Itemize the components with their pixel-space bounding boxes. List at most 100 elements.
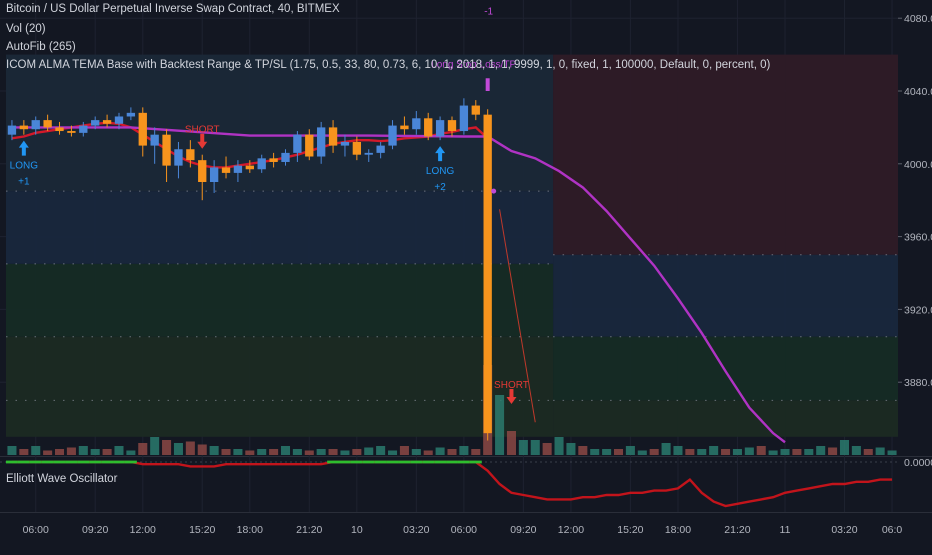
- volume-bar: [304, 450, 314, 455]
- candle-body: [412, 118, 421, 130]
- symbol-title[interactable]: Bitcoin / US Dollar Perpetual Inverse Sw…: [6, 3, 340, 15]
- volume-bar: [792, 449, 802, 455]
- candle-body: [245, 165, 254, 170]
- volume-bar: [102, 449, 112, 455]
- x-tick-label: 11: [780, 524, 791, 536]
- candle-body: [174, 149, 183, 166]
- volume-bar: [637, 450, 647, 455]
- volume-bar: [55, 449, 65, 455]
- candle-body: [447, 120, 457, 132]
- candle-body: [317, 127, 326, 157]
- candle-body: [126, 112, 136, 117]
- candle-body: [281, 152, 290, 162]
- fib-zone-0: [6, 54, 554, 192]
- volume-bar: [744, 447, 754, 455]
- candle-body: [7, 125, 17, 135]
- volume-bar: [78, 446, 88, 455]
- candle-body: [435, 120, 445, 137]
- volume-bar: [340, 450, 350, 455]
- fib-zone-1: [553, 54, 898, 255]
- price-axis-panel: [898, 0, 932, 550]
- y-tick-label: 4040.0: [904, 86, 932, 98]
- x-tick-label: 06:0: [882, 524, 903, 536]
- volume-bar: [352, 449, 362, 455]
- volume-bar: [185, 441, 195, 455]
- volume-bar: [673, 446, 683, 455]
- volume-bar: [292, 449, 302, 455]
- candle-body: [364, 152, 373, 155]
- candle-body: [257, 158, 266, 170]
- x-tick-label: 21:20: [724, 524, 750, 536]
- y-tick-label: 4000.0: [904, 159, 932, 171]
- candle-body: [209, 167, 219, 182]
- candle-body: [305, 134, 314, 157]
- candle-body: [43, 120, 52, 128]
- candle-body: [19, 125, 29, 130]
- candle-body: [328, 127, 338, 146]
- candle-body: [459, 105, 469, 132]
- volume-bar: [780, 449, 790, 455]
- volume-bar: [530, 440, 540, 455]
- volume-bar: [863, 449, 873, 455]
- ma-magenta-line: [11, 126, 786, 444]
- volume-bar: [138, 443, 148, 455]
- long-count: +2: [434, 182, 446, 193]
- volume-bar: [269, 449, 279, 455]
- volume-bar: [756, 446, 766, 455]
- osc-zero-label: 0.0000: [904, 457, 932, 469]
- x-tick-label: 03:20: [403, 524, 429, 536]
- volume-bar: [364, 447, 374, 455]
- long-count: +1: [18, 177, 30, 188]
- strategy-legend[interactable]: ICOM ALMA TEMA Base with Backtest Range …: [6, 59, 771, 71]
- candle-body: [471, 105, 480, 115]
- volume-bar: [66, 447, 76, 455]
- volume-bar: [376, 446, 386, 455]
- x-tick-label: 21:20: [296, 524, 322, 536]
- volume-bar: [150, 437, 160, 455]
- candle-body: [162, 134, 171, 166]
- volume-bar: [459, 446, 469, 455]
- y-tick-label: 3880.0: [904, 377, 932, 389]
- volume-bar: [90, 449, 100, 455]
- candle-body: [67, 131, 76, 133]
- candle-body: [198, 160, 207, 182]
- volume-bar: [435, 447, 445, 455]
- candle-body: [400, 125, 409, 130]
- long-label: LONG: [426, 166, 455, 177]
- volume-bar: [839, 440, 849, 455]
- y-tick-label: 3960.0: [904, 232, 932, 244]
- volume-bar: [162, 440, 172, 455]
- volume-bar: [388, 450, 398, 455]
- oscillator-title[interactable]: Elliott Wave Oscillator: [6, 473, 118, 485]
- volume-bar: [732, 449, 742, 455]
- volume-bar: [411, 449, 421, 455]
- volume-bar: [209, 446, 219, 455]
- volume-bar: [495, 395, 505, 455]
- volume-bar: [685, 449, 695, 455]
- candle-body: [269, 158, 278, 162]
- volume-bar: [709, 446, 719, 455]
- volume-bar: [471, 449, 481, 455]
- x-tick-label: 15:20: [617, 524, 643, 536]
- autofib-legend[interactable]: AutoFib (265): [6, 41, 76, 53]
- volume-bar: [613, 449, 624, 455]
- volume-bar: [19, 449, 29, 455]
- short-arrow-icon: [197, 133, 208, 149]
- y-tick-label: 4080.0: [904, 13, 932, 25]
- candle-body: [221, 167, 231, 173]
- x-tick-label: 12:00: [558, 524, 584, 536]
- volume-bar: [316, 449, 326, 455]
- vol-legend[interactable]: Vol (20): [6, 23, 46, 35]
- volume-bar: [126, 450, 136, 455]
- volume-bar: [816, 446, 826, 455]
- volume-bar: [7, 446, 17, 455]
- x-tick-label: 09:20: [510, 524, 536, 536]
- volume-bar: [197, 444, 207, 455]
- long-arrow-icon: [18, 140, 29, 156]
- candle-body: [388, 125, 397, 146]
- volume-bar: [625, 446, 635, 455]
- volume-bar: [233, 449, 243, 455]
- volume-bar: [399, 446, 409, 455]
- candle-body: [186, 149, 195, 161]
